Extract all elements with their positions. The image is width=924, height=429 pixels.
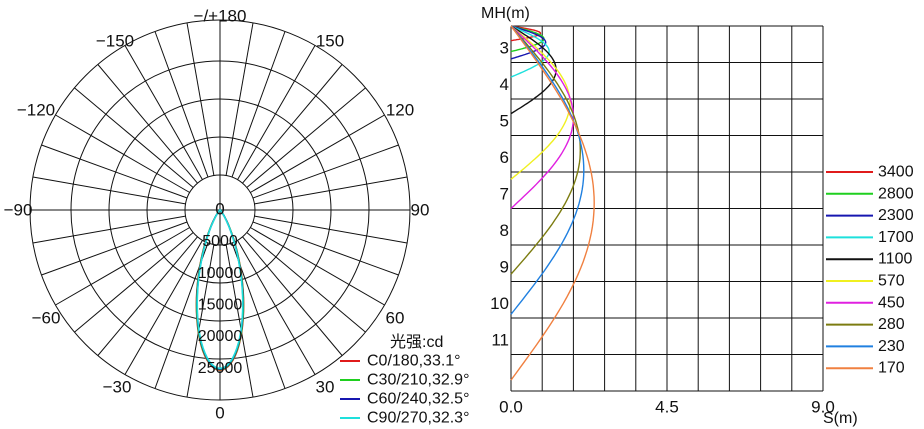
isolux-legend-label-8: 230 (878, 338, 905, 355)
isolux-y-tick-5: 8 (500, 221, 509, 240)
polar-legend-title: 光强:cd (390, 333, 443, 351)
polar-spoke-240 (55, 227, 190, 306)
polar-spoke-330 (124, 45, 203, 180)
isolux-y-tick-3: 6 (500, 148, 509, 167)
isolux-x-tick-2: 9.0 (811, 398, 835, 417)
polar-radial-label-1: 10000 (198, 265, 243, 282)
polar-angle-label-5: −90 (4, 201, 33, 220)
isolux-curve-2 (510, 25, 547, 60)
isolux-y-tick-7: 10 (490, 294, 509, 313)
isolux-curve-3 (510, 25, 550, 78)
isolux-y-tick-2: 5 (500, 111, 509, 130)
polar-spoke-310 (74, 87, 194, 188)
polar-spoke-210 (124, 240, 203, 375)
isolux-curve-9 (510, 25, 595, 381)
isolux-legend-label-2: 2300 (878, 207, 914, 224)
polar-spoke-110 (252, 221, 399, 276)
polar-spoke-190 (186, 244, 215, 398)
polar-angle-label-4: 120 (386, 101, 414, 120)
polar-radial-label-3: 20000 (198, 328, 243, 345)
polar-spoke-130 (246, 232, 366, 333)
polar-angle-label-10: 30 (316, 378, 335, 397)
polar-legend-label-2: C60/240,32.5° (367, 391, 469, 408)
polar-radial-label-4: 25000 (198, 360, 243, 377)
polar-spoke-300 (55, 114, 190, 193)
isolux-x-axis-label: S(m) (823, 410, 858, 427)
isolux-y-tick-0: 3 (500, 38, 509, 57)
polar-angle-label-1: −150 (96, 32, 134, 51)
isolux-legend-label-7: 280 (878, 316, 905, 333)
polar-spoke-70 (252, 144, 399, 199)
isolux-chart: 3 4 5 6 7 8 9 10 11 0.0 4.5 9.0 MH(m) S(m) 3400 2800… (481, 5, 914, 427)
polar-spoke-170 (225, 244, 254, 398)
isolux-legend-label-0: 3400 (878, 164, 914, 181)
isolux-curve-7 (510, 25, 582, 275)
isolux-x-tick-1: 4.5 (655, 398, 679, 417)
polar-intensity-chart: −/+180 −150 150 −120 120 −90 90 −60 60 −30 30 0 0 50… (4, 7, 470, 427)
isolux-legend-label-4: 1100 (878, 251, 913, 268)
polar-spoke-30 (237, 45, 316, 180)
polar-spoke-40 (242, 64, 343, 184)
polar-legend: C0/180,33.1° C30/210,32.9° C60/240,32.5° C9… (340, 353, 469, 427)
polar-spoke-350 (186, 22, 215, 176)
polar-angle-label-7: −60 (32, 309, 61, 328)
isolux-y-tick-4: 7 (500, 184, 509, 203)
polar-legend-label-0: C0/180,33.1° (367, 353, 461, 370)
isolux-y-tick-8: 11 (491, 330, 509, 349)
polar-angle-label-6: 90 (411, 201, 430, 220)
polar-radial-labels: 5000 10000 15000 20000 25000 (198, 233, 243, 377)
polar-legend-label-1: C30/210,32.9° (367, 372, 469, 389)
isolux-curve-4 (510, 25, 557, 115)
isolux-y-axis-label: MH(m) (481, 5, 530, 22)
polar-spoke-260 (32, 215, 186, 244)
isolux-legend-label-3: 1700 (878, 229, 914, 246)
polar-radial-label-2: 15000 (198, 297, 243, 314)
polar-curve-3 (196, 209, 244, 370)
polar-angle-label-2: 150 (316, 32, 344, 51)
polar-spoke-250 (41, 221, 188, 276)
polar-radial-label-0: 5000 (202, 233, 238, 250)
polar-angle-label-9: −30 (103, 378, 132, 397)
polar-spoke-290 (41, 144, 188, 199)
isolux-curve-6 (510, 25, 575, 210)
isolux-legend-label-9: 170 (878, 360, 905, 377)
isolux-y-tick-6: 9 (500, 257, 509, 276)
polar-spoke-50 (246, 87, 366, 188)
polar-angle-label-12: 0 (215, 404, 224, 423)
polar-angle-labels: −/+180 −150 150 −120 120 −90 90 −60 60 −30 30 0 0 (4, 7, 430, 423)
isolux-y-tick-1: 4 (500, 75, 509, 94)
polar-spoke-60 (250, 114, 385, 193)
polar-spoke-140 (242, 236, 343, 356)
polar-spoke-280 (32, 176, 186, 205)
isolux-grid (510, 25, 824, 392)
isolux-legend-label-1: 2800 (878, 185, 914, 202)
polar-spoke-230 (74, 232, 194, 333)
isolux-x-tick-0: 0.0 (499, 398, 523, 417)
polar-spoke-220 (97, 236, 198, 356)
polar-angle-label-8: 60 (386, 309, 405, 328)
polar-spoke-120 (250, 227, 385, 306)
polar-legend-label-3: C90/270,32.3° (367, 410, 469, 427)
isolux-tick-labels: 3 4 5 6 7 8 9 10 11 0.0 4.5 9.0 (490, 38, 835, 416)
polar-spoke-320 (97, 64, 198, 184)
polar-spoke-150 (237, 240, 316, 375)
isolux-legend: 3400 2800 2300 1700 1100 570 450 280 230 170 (826, 164, 914, 377)
polar-spoke-340 (154, 31, 209, 178)
polar-angle-label-11: 0 (215, 200, 224, 219)
isolux-curves (510, 25, 595, 381)
polar-curves (195, 209, 245, 372)
isolux-legend-label-5: 570 (878, 273, 905, 290)
polar-spoke-10 (225, 22, 254, 176)
polar-angle-label-0: −/+180 (194, 7, 247, 26)
polar-spoke-80 (254, 176, 408, 205)
isolux-curve-5 (510, 25, 571, 180)
polar-spoke-100 (254, 215, 408, 244)
polar-angle-label-3: −120 (17, 101, 55, 120)
polar-spoke-20 (231, 31, 286, 178)
isolux-curve-8 (510, 25, 585, 315)
isolux-legend-label-6: 450 (878, 294, 905, 311)
